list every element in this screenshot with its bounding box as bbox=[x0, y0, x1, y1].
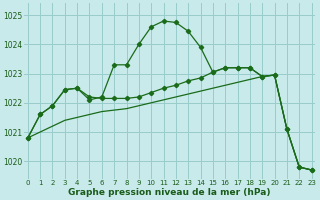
X-axis label: Graphe pression niveau de la mer (hPa): Graphe pression niveau de la mer (hPa) bbox=[68, 188, 271, 197]
